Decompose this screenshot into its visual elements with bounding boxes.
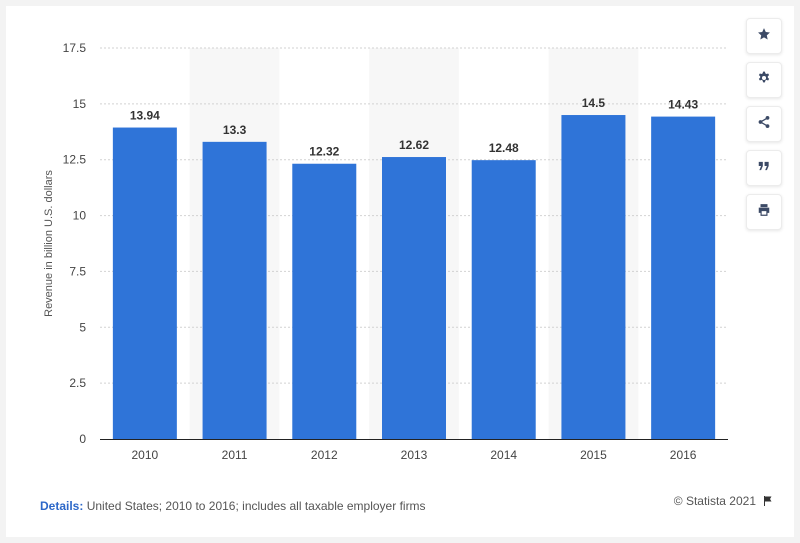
quote-icon — [757, 159, 771, 178]
data-label: 13.94 — [130, 109, 160, 123]
y-tick-label: 15 — [73, 97, 87, 111]
x-tick-label: 2012 — [311, 448, 338, 462]
bar — [112, 127, 177, 439]
chart-toolbar — [746, 18, 782, 230]
details-text: United States; 2010 to 2016; includes al… — [86, 499, 426, 513]
x-tick-label: 2013 — [401, 448, 428, 462]
data-label: 12.48 — [489, 141, 519, 155]
bar — [382, 157, 446, 439]
y-tick-label: 2.5 — [69, 376, 86, 390]
y-tick-label: 17.5 — [63, 41, 87, 55]
y-axis-title: Revenue in billion U.S. dollars — [43, 170, 55, 317]
bar — [202, 141, 267, 439]
details-note: Details: United States; 2010 to 2016; in… — [40, 499, 426, 513]
print-icon — [757, 203, 771, 222]
details-label: Details: — [40, 499, 84, 513]
data-label: 14.5 — [582, 96, 606, 110]
cite-button[interactable] — [746, 150, 782, 186]
x-tick-label: 2014 — [490, 448, 517, 462]
x-tick-label: 2010 — [132, 448, 159, 462]
star-icon — [757, 27, 771, 46]
favorite-button[interactable] — [746, 18, 782, 54]
y-tick-label: 0 — [79, 432, 86, 446]
data-label: 13.3 — [223, 123, 247, 137]
y-tick-label: 12.5 — [63, 153, 87, 167]
source-credit: © Statista 2021 — [674, 494, 774, 508]
data-label: 12.62 — [399, 138, 429, 152]
x-tick-label: 2015 — [580, 448, 607, 462]
bar — [651, 116, 716, 439]
credit-text[interactable]: © Statista 2021 — [673, 494, 756, 508]
y-tick-label: 5 — [79, 320, 86, 334]
bar — [292, 163, 357, 439]
x-tick-label: 2011 — [222, 448, 248, 462]
print-button[interactable] — [746, 194, 782, 230]
y-tick-label: 7.5 — [69, 264, 86, 278]
data-label: 12.32 — [309, 145, 339, 159]
settings-button[interactable] — [746, 62, 782, 98]
y-tick-label: 10 — [73, 209, 87, 223]
data-label: 14.43 — [668, 98, 698, 112]
bar — [471, 160, 536, 440]
share-button[interactable] — [746, 106, 782, 142]
x-tick-label: 2016 — [670, 448, 697, 462]
share-icon — [757, 115, 771, 134]
gear-icon — [757, 71, 771, 90]
bar — [561, 115, 626, 440]
flag-icon[interactable] — [762, 495, 774, 507]
